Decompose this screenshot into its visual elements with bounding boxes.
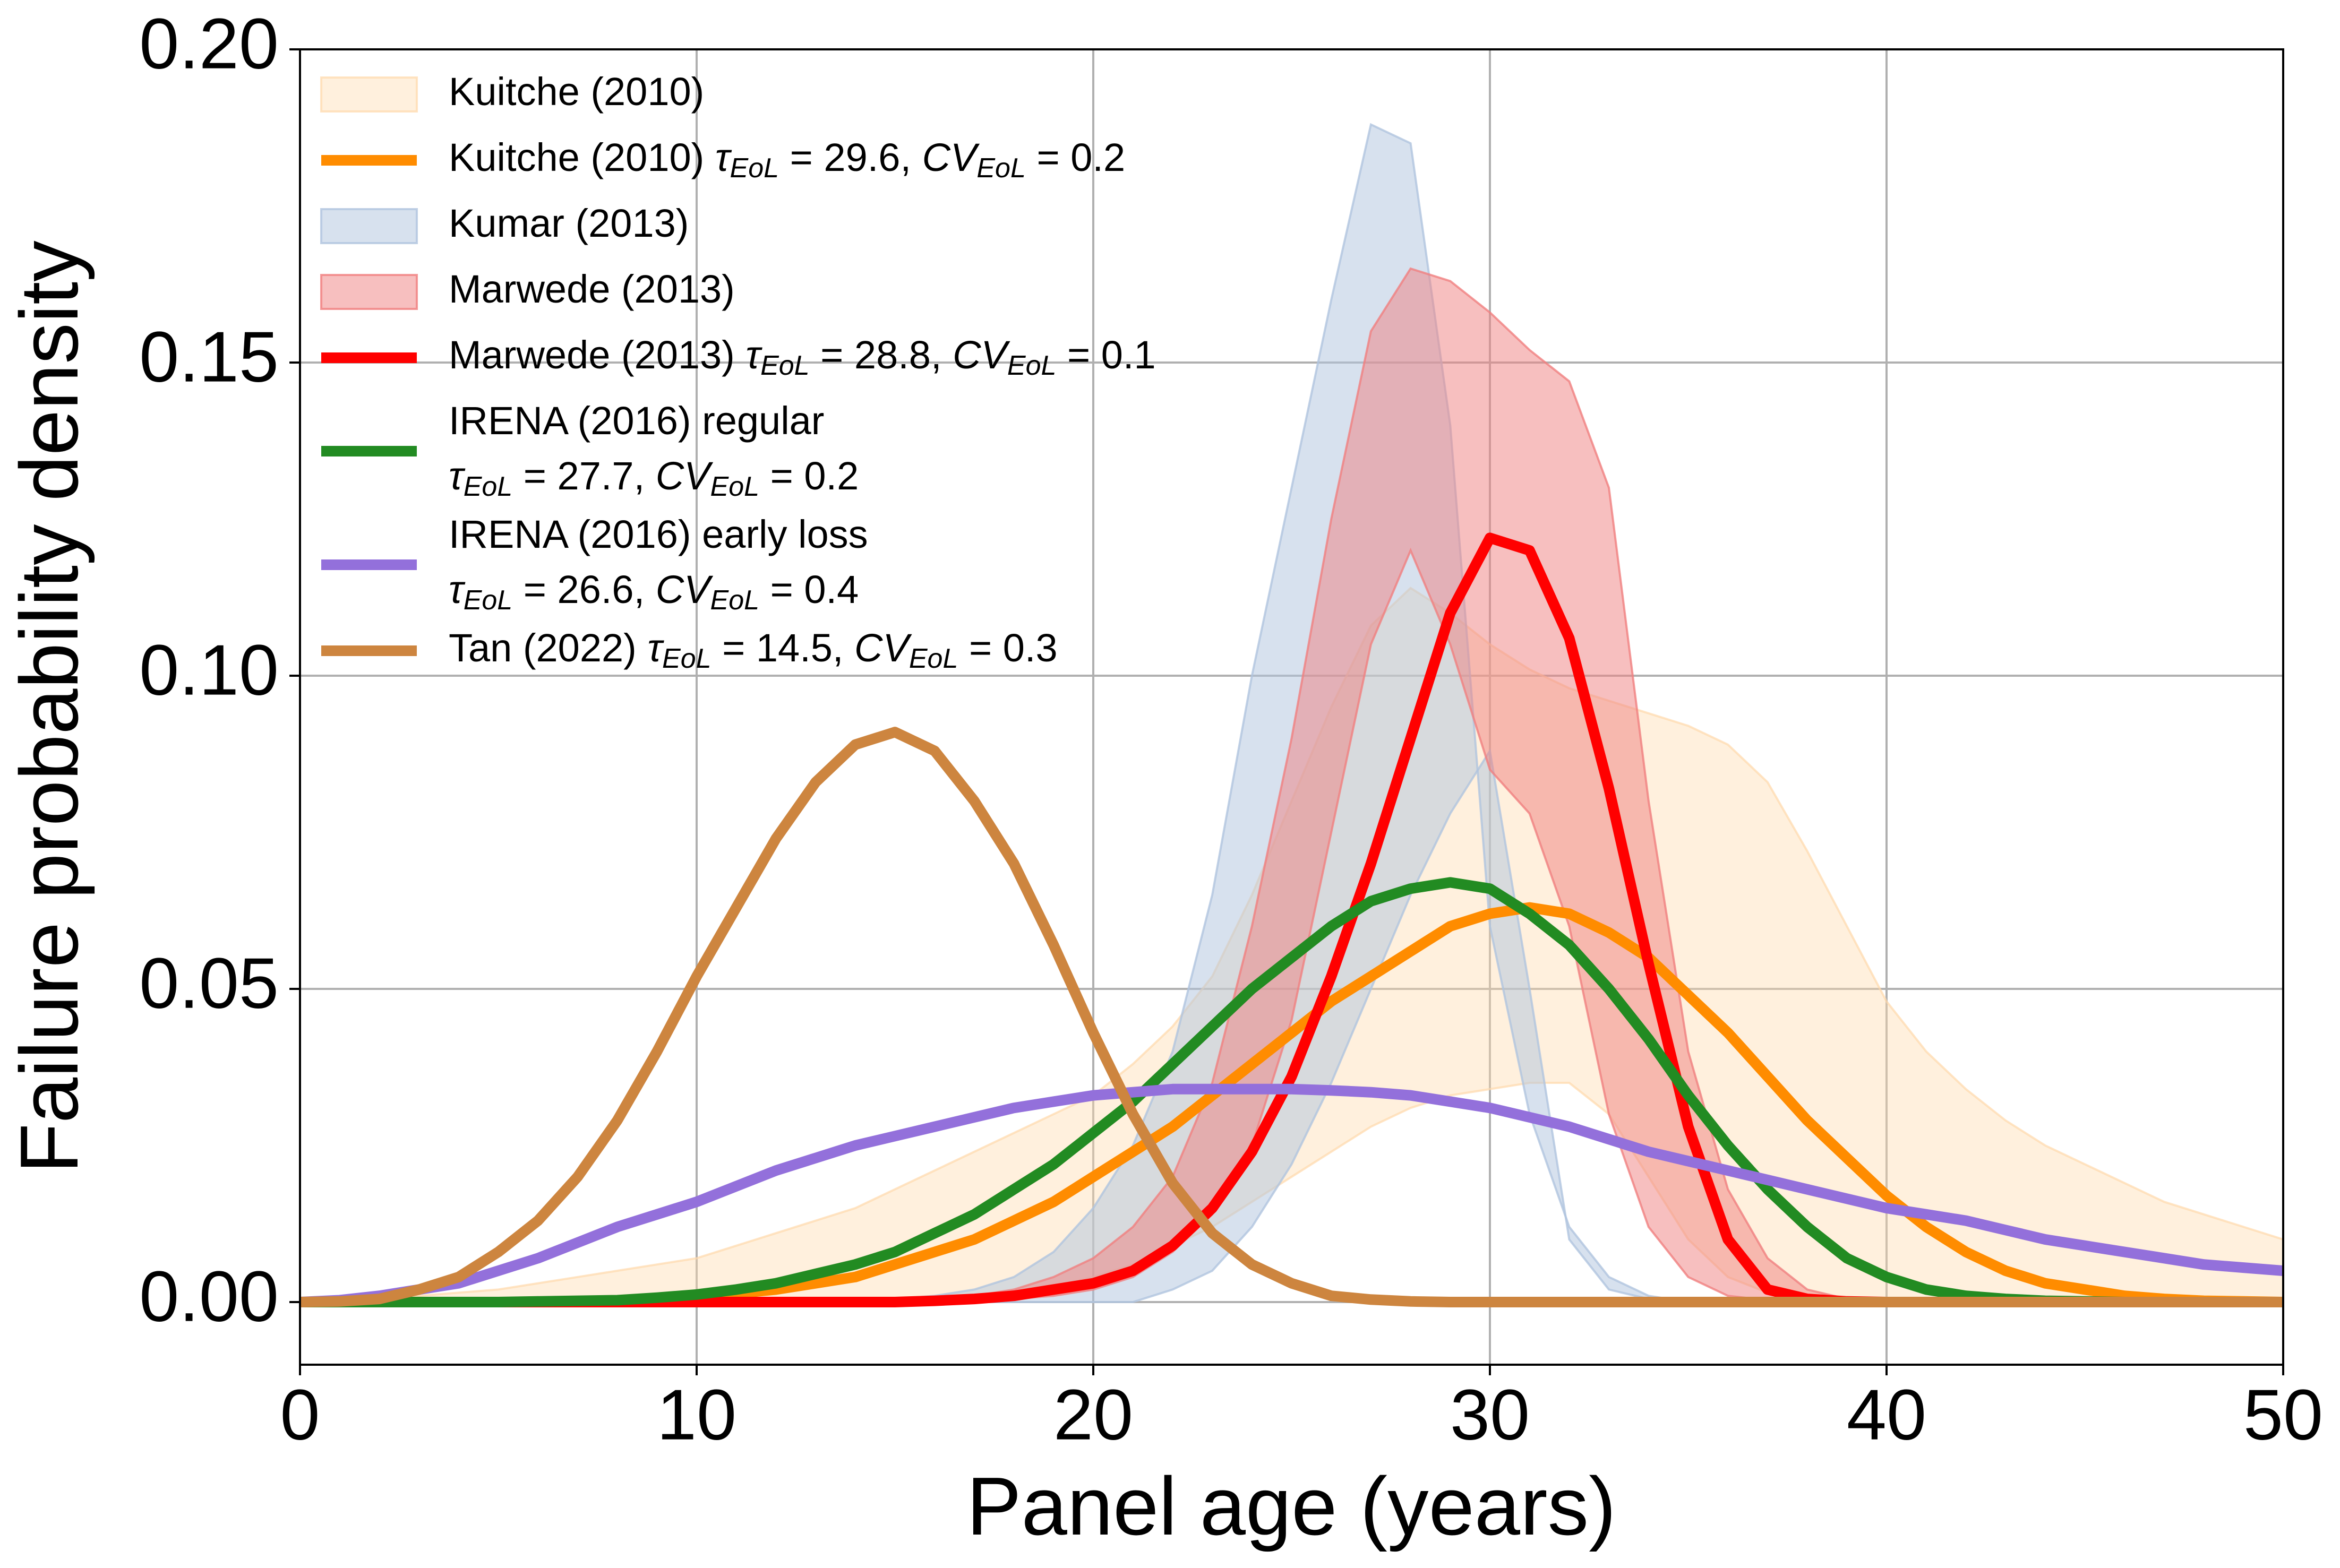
x-tick-label: 50	[2243, 1375, 2323, 1455]
y-tick-label: 0.10	[139, 630, 279, 710]
y-tick-label: 0.00	[139, 1256, 279, 1337]
band-fill	[300, 269, 2283, 1302]
y-tick-label: 0.15	[139, 317, 279, 397]
y-axis-label: Failure probability density	[3, 240, 95, 1174]
legend-swatch	[320, 76, 418, 113]
axes-frame	[299, 48, 2284, 1366]
legend-swatch	[320, 274, 418, 310]
legend-label: Kumar (2013)	[449, 201, 689, 245]
x-tick-label: 0	[280, 1375, 320, 1455]
x-axis-label: Panel age (years)	[966, 1460, 1616, 1552]
legend-label: Marwede (2013)	[449, 267, 735, 311]
plot-area	[300, 123, 2283, 1307]
legend-label: Kuitche (2010)	[449, 70, 704, 114]
legend-label: Kuitche (2010) τEoL​ = 29.6, CVEoL​ = 0.…	[449, 135, 1125, 184]
x-tick-label: 30	[1450, 1375, 1530, 1455]
y-tick-label: 0.20	[139, 4, 279, 84]
legend-label: Marwede (2013) τEoL​ = 28.8, CVEoL​ = 0.…	[449, 333, 1156, 381]
y-tick-label: 0.05	[139, 943, 279, 1023]
line	[300, 1083, 2283, 1307]
line	[300, 727, 2283, 1307]
x-tick-label: 40	[1847, 1375, 1926, 1455]
line	[300, 877, 2283, 1307]
legend-swatch	[320, 208, 418, 244]
x-tick-label: 10	[657, 1375, 736, 1455]
x-tick-label: 20	[1053, 1375, 1133, 1455]
legend-label: Tan (2022) τEoL​ = 14.5, CVEoL​ = 0.3	[449, 626, 1058, 674]
band-fill	[300, 124, 2283, 1302]
